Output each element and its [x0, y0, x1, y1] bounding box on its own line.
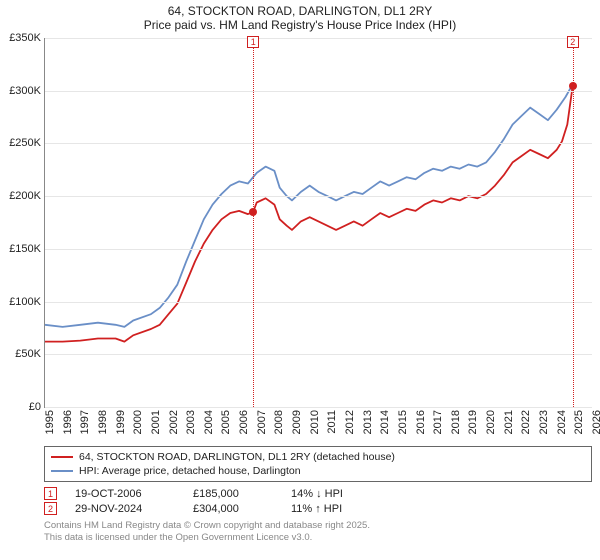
- x-axis-label: 2005: [220, 410, 232, 434]
- chart-subtitle: Price paid vs. HM Land Registry's House …: [0, 18, 600, 32]
- annotation-delta: 11% ↑ HPI: [291, 503, 342, 515]
- chart-title: 64, STOCKTON ROAD, DARLINGTON, DL1 2RY: [0, 4, 600, 18]
- y-axis-label: £300K: [9, 85, 41, 97]
- x-axis-label: 1998: [97, 410, 109, 434]
- annotation-price: £304,000: [193, 503, 273, 515]
- annotation-row: 2 29-NOV-2024 £304,000 11% ↑ HPI: [44, 501, 592, 516]
- gridline: [45, 196, 592, 197]
- legend-swatch: [51, 470, 73, 472]
- x-axis-label: 2011: [326, 410, 338, 434]
- chart-svg: [45, 38, 592, 407]
- gridline: [45, 302, 592, 303]
- x-axis-label: 2018: [450, 410, 462, 434]
- y-axis-label: £350K: [9, 32, 41, 44]
- chart-container: 64, STOCKTON ROAD, DARLINGTON, DL1 2RY P…: [0, 0, 600, 545]
- x-axis-label: 2019: [467, 410, 479, 434]
- gridline: [45, 38, 592, 39]
- x-axis-label: 2003: [185, 410, 197, 434]
- event-marker: 1: [247, 36, 259, 48]
- gridline: [45, 143, 592, 144]
- x-axis-label: 2016: [415, 410, 427, 434]
- event-dot: [569, 82, 577, 90]
- footer: Contains HM Land Registry data © Crown c…: [44, 520, 592, 545]
- gridline: [45, 354, 592, 355]
- x-axis-label: 2013: [362, 410, 374, 434]
- x-axis-label: 1995: [44, 410, 56, 434]
- x-axis-label: 2023: [538, 410, 550, 434]
- annotation-date: 19-OCT-2006: [75, 488, 175, 500]
- event-marker: 2: [567, 36, 579, 48]
- legend-swatch: [51, 456, 73, 458]
- x-axis-label: 2026: [591, 410, 600, 434]
- plot-area: £0£50K£100K£150K£200K£250K£300K£350K12: [44, 38, 592, 408]
- titles: 64, STOCKTON ROAD, DARLINGTON, DL1 2RY P…: [0, 0, 600, 32]
- series-line: [45, 84, 573, 327]
- y-axis-label: £0: [29, 401, 41, 413]
- annotation-row: 1 19-OCT-2006 £185,000 14% ↓ HPI: [44, 486, 592, 501]
- x-axis-label: 2022: [520, 410, 532, 434]
- y-axis-label: £150K: [9, 243, 41, 255]
- x-axis-label: 2004: [203, 410, 215, 434]
- legend-item: HPI: Average price, detached house, Darl…: [51, 464, 585, 478]
- annotation-marker: 1: [44, 487, 57, 500]
- x-axis-label: 2001: [150, 410, 162, 434]
- event-vline: [573, 38, 574, 407]
- footer-line: Contains HM Land Registry data © Crown c…: [44, 520, 592, 532]
- x-axis-label: 2007: [256, 410, 268, 434]
- x-axis-label: 2020: [485, 410, 497, 434]
- x-axis-label: 2008: [273, 410, 285, 434]
- y-axis-label: £100K: [9, 296, 41, 308]
- x-axis-label: 1996: [62, 410, 74, 434]
- legend: 64, STOCKTON ROAD, DARLINGTON, DL1 2RY (…: [44, 446, 592, 482]
- x-axis-label: 2002: [168, 410, 180, 434]
- x-axis-label: 2000: [132, 410, 144, 434]
- annotation-price: £185,000: [193, 488, 273, 500]
- x-axis-label: 2012: [344, 410, 356, 434]
- annotation-date: 29-NOV-2024: [75, 503, 175, 515]
- x-axis-label: 2010: [309, 410, 321, 434]
- annotation-table: 1 19-OCT-2006 £185,000 14% ↓ HPI 2 29-NO…: [44, 486, 592, 516]
- x-axis-labels: 1995 1996 1997 1998 1999 2000 2001 2002 2003 2004…: [44, 408, 592, 444]
- gridline: [45, 91, 592, 92]
- event-vline: [253, 38, 254, 407]
- x-axis-label: 2024: [556, 410, 568, 434]
- y-axis-label: £200K: [9, 190, 41, 202]
- x-axis-label: 2014: [379, 410, 391, 434]
- annotation-delta: 14% ↓ HPI: [291, 488, 343, 500]
- x-axis-label: 2009: [291, 410, 303, 434]
- footer-line: This data is licensed under the Open Gov…: [44, 532, 592, 544]
- legend-label: 64, STOCKTON ROAD, DARLINGTON, DL1 2RY (…: [79, 451, 395, 463]
- y-axis-label: £250K: [9, 137, 41, 149]
- x-axis-label: 2021: [503, 410, 515, 434]
- x-axis-label: 2017: [432, 410, 444, 434]
- x-axis-label: 1999: [115, 410, 127, 434]
- legend-item: 64, STOCKTON ROAD, DARLINGTON, DL1 2RY (…: [51, 450, 585, 464]
- x-axis-label: 2025: [573, 410, 585, 434]
- series-line: [45, 87, 573, 342]
- x-axis-label: 1997: [79, 410, 91, 434]
- gridline: [45, 249, 592, 250]
- x-axis-label: 2015: [397, 410, 409, 434]
- y-axis-label: £50K: [15, 348, 41, 360]
- legend-label: HPI: Average price, detached house, Darl…: [79, 465, 301, 477]
- event-dot: [249, 208, 257, 216]
- annotation-marker: 2: [44, 502, 57, 515]
- x-axis-label: 2006: [238, 410, 250, 434]
